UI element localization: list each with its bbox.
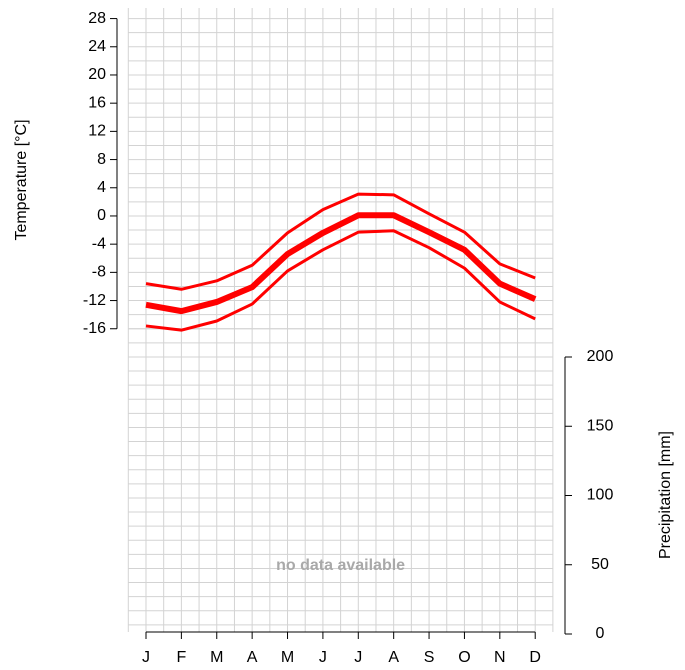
y-tick-label: -8 xyxy=(92,264,106,281)
x-tick-label: M xyxy=(210,649,223,666)
y-tick-label: 20 xyxy=(88,66,106,83)
y-tick-label: 16 xyxy=(88,94,106,111)
annotation: no data available xyxy=(276,557,405,574)
x-tick-label: J xyxy=(142,649,150,666)
y-tick-label: 8 xyxy=(97,151,106,168)
y-tick-label: 12 xyxy=(88,123,106,140)
y2-axis-label: Precipitation [mm] xyxy=(657,431,674,559)
x-tick-label: J xyxy=(354,649,362,666)
x-tick-label: S xyxy=(424,649,435,666)
y-tick-label: -12 xyxy=(83,292,106,309)
y2-tick-label: 200 xyxy=(587,348,614,365)
y-axis-label: Temperature [°C] xyxy=(13,119,30,240)
y2-tick-label: 50 xyxy=(591,556,609,573)
y-tick-label: -16 xyxy=(83,320,106,337)
y-tick-label: 4 xyxy=(97,179,106,196)
x-tick-label: A xyxy=(388,649,399,666)
x-tick-label: O xyxy=(458,649,470,666)
x-tick-label: J xyxy=(319,649,327,666)
y2-tick-label: 150 xyxy=(587,417,614,434)
x-tick-label: D xyxy=(529,649,541,666)
y-tick-label: 28 xyxy=(88,10,106,27)
y2-tick-label: 100 xyxy=(587,487,614,504)
x-tick-label: A xyxy=(247,649,258,666)
x-tick-label: F xyxy=(176,649,186,666)
line xyxy=(145,229,536,332)
y-tick-label: 0 xyxy=(97,207,106,224)
line xyxy=(145,212,537,315)
line xyxy=(145,192,536,291)
y2-tick-label: 0 xyxy=(596,625,605,642)
x-tick-label: N xyxy=(494,649,506,666)
x-tick-label: M xyxy=(281,649,294,666)
y-tick-label: 24 xyxy=(88,38,106,55)
y-tick-label: -4 xyxy=(92,235,106,252)
